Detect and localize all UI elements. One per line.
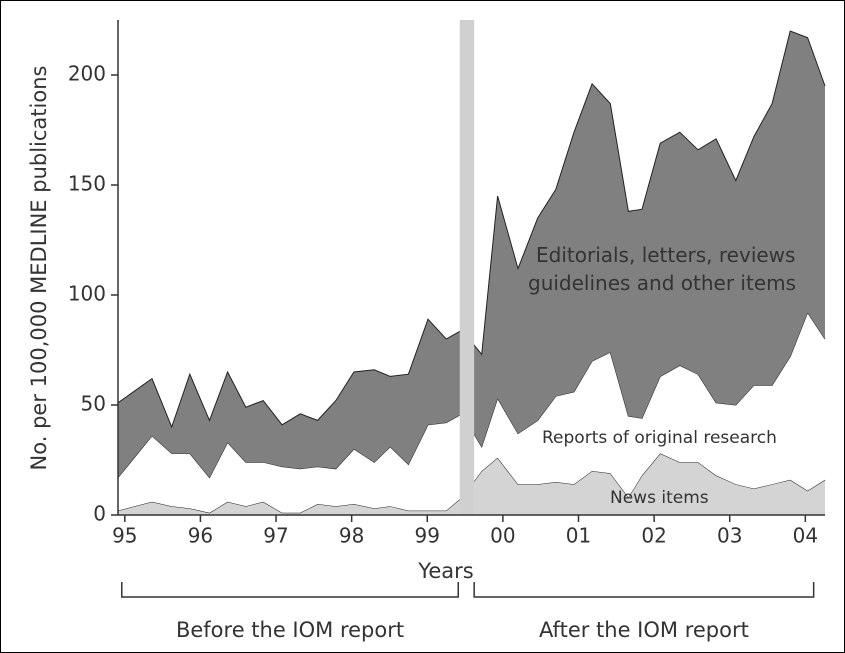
series-label: News items [610,488,709,508]
x-tick-label: 98 [339,524,364,548]
y-tick-label: 100 [68,282,106,306]
x-tick-label: 01 [566,524,591,548]
y-tick-label: 200 [68,62,106,86]
x-tick-label: 95 [112,524,137,548]
area [118,312,825,513]
x-tick-label: 96 [188,524,213,548]
y-tick-label: 50 [81,392,106,416]
y-axis-label: No. per 100,000 MEDLINE publications [27,66,51,471]
iom-report-band [459,20,475,515]
x-tick-label: 02 [641,524,666,548]
area [118,453,825,515]
period-label: Before the IOM report [176,618,404,642]
x-tick-label: 00 [490,524,515,548]
y-tick-label: 0 [93,502,106,526]
series-label: Reports of original research [542,428,777,448]
x-tick-label: 04 [793,524,818,548]
period-bracket [473,582,815,598]
area-edge [117,30,826,429]
x-tick-label: 03 [717,524,742,548]
x-tick-label: 97 [263,524,288,548]
series-label: Editorials, letters, reviews guidelines a… [528,243,796,295]
period-bracket [121,582,460,598]
y-tick-label: 150 [68,172,106,196]
x-tick-label: 99 [415,524,440,548]
area [118,31,825,478]
period-label: After the IOM report [539,618,749,642]
x-axis-label: Years [417,559,473,583]
